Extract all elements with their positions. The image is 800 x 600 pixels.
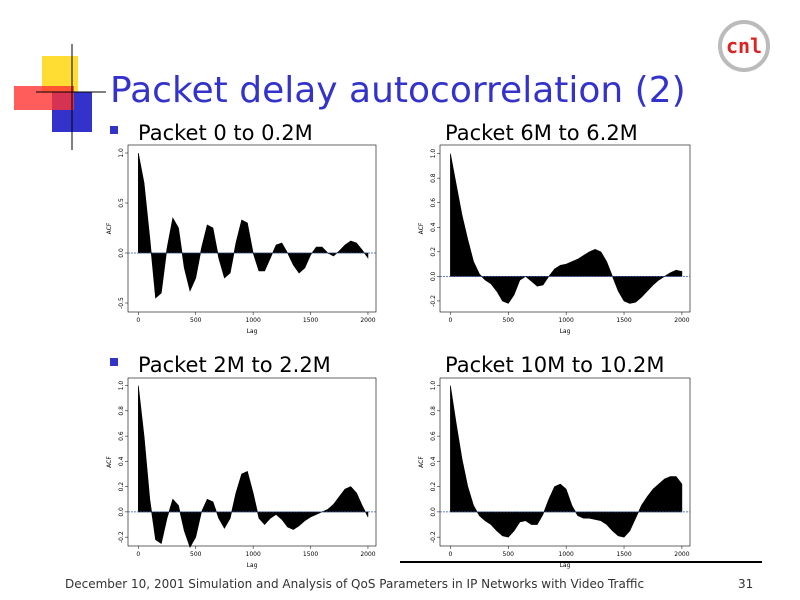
plot-frame — [127, 144, 377, 313]
x-tick-label: 0 — [449, 551, 453, 558]
x-tick-label: 500 — [190, 551, 202, 558]
y-tick-label: -0.2 — [430, 295, 437, 307]
x-axis-label: Lag — [560, 328, 571, 335]
acf-area — [450, 385, 683, 538]
plot-frame — [127, 377, 377, 547]
y-axis-label: ACF — [418, 222, 425, 234]
y-tick-label: -0.5 — [118, 297, 125, 309]
y-tick-label: 0.6 — [118, 431, 125, 441]
logo: cnl — [718, 20, 770, 72]
chart-heading: Packet 6M to 6.2M — [445, 121, 638, 145]
x-tick-label: 1500 — [616, 551, 631, 558]
x-tick-label: 1000 — [559, 317, 574, 324]
x-tick-label: 1000 — [246, 551, 261, 558]
y-tick-label: 0.0 — [430, 507, 437, 517]
y-tick-label: -0.2 — [430, 531, 437, 543]
y-tick-label: 0.0 — [118, 507, 125, 517]
x-axis-label: Lag — [247, 328, 258, 335]
x-tick-label: 1500 — [303, 551, 318, 558]
logo-text: cnl — [726, 34, 762, 58]
page-number: 31 — [738, 577, 753, 591]
red-bar — [14, 86, 74, 110]
y-tick-label: 0.4 — [430, 222, 437, 232]
y-tick-label: 1.0 — [430, 149, 437, 159]
x-axis-label: Lag — [247, 562, 258, 569]
y-axis-label: ACF — [418, 456, 425, 468]
bullet — [110, 358, 118, 366]
chart-heading: Packet 0 to 0.2M — [138, 121, 313, 145]
chart: Packet 2M to 2.2M 0 500 1000 1500 2000 -0.2 0.0… — [106, 353, 377, 569]
x-tick-label: 2000 — [360, 551, 375, 558]
y-tick-label: 0.2 — [430, 482, 437, 492]
y-tick-label: 0.4 — [430, 456, 437, 466]
x-tick-label: 500 — [503, 551, 515, 558]
x-tick-label: 0 — [136, 551, 140, 558]
footer-text: December 10, 2001 Simulation and Analysi… — [65, 577, 644, 591]
x-tick-label: 1500 — [616, 317, 631, 324]
x-tick-label: 500 — [190, 317, 202, 324]
y-tick-label: 0.2 — [430, 247, 437, 257]
y-tick-label: 0.8 — [430, 406, 437, 416]
y-tick-label: 0.4 — [118, 456, 125, 466]
y-tick-label: 0.5 — [118, 198, 125, 208]
y-axis-label: ACF — [106, 222, 113, 234]
chart-heading: Packet 10M to 10.2M — [445, 353, 665, 377]
x-tick-label: 0 — [449, 317, 453, 324]
x-tick-label: 2000 — [674, 317, 689, 324]
y-tick-label: 0.6 — [430, 431, 437, 441]
x-axis-label: Lag — [560, 562, 571, 569]
y-tick-label: 1.0 — [430, 381, 437, 391]
x-tick-label: 0 — [136, 317, 140, 324]
y-tick-label: 0.2 — [118, 482, 125, 492]
y-tick-label: 0.8 — [430, 173, 437, 183]
acf-area — [450, 153, 683, 304]
chart: Packet 10M to 10.2M 0 500 1000 1500 2000 -0.2 0… — [418, 353, 691, 569]
chart: Packet 6M to 6.2M 0 500 1000 1500 2000 -0.2 0.0… — [418, 121, 691, 335]
acf-area — [138, 385, 369, 548]
corner-decoration — [14, 44, 106, 150]
plot-frame — [439, 377, 691, 547]
y-tick-label: 1.0 — [118, 148, 125, 158]
x-tick-label: 500 — [503, 317, 515, 324]
plot-frame — [439, 144, 691, 313]
acf-area — [138, 152, 369, 299]
y-tick-label: 0.0 — [118, 248, 125, 258]
y-tick-label: 1.0 — [118, 381, 125, 391]
x-tick-label: 2000 — [360, 317, 375, 324]
bullet — [110, 126, 118, 134]
x-tick-label: 2000 — [674, 551, 689, 558]
y-tick-label: 0.6 — [430, 198, 437, 208]
chart-heading: Packet 2M to 2.2M — [138, 353, 331, 377]
x-tick-label: 1000 — [559, 551, 574, 558]
x-tick-label: 1000 — [246, 317, 261, 324]
y-tick-label: 0.0 — [430, 271, 437, 281]
y-axis-label: ACF — [106, 456, 113, 468]
logo-ring — [718, 20, 770, 72]
slide-title: Packet delay autocorrelation (2) — [110, 70, 686, 111]
y-tick-label: -0.2 — [118, 531, 125, 543]
chart: Packet 0 to 0.2M 0 500 1000 1500 2000 -0.5 0.0 0… — [106, 121, 377, 335]
x-tick-label: 1500 — [303, 317, 318, 324]
y-tick-label: 0.8 — [118, 406, 125, 416]
